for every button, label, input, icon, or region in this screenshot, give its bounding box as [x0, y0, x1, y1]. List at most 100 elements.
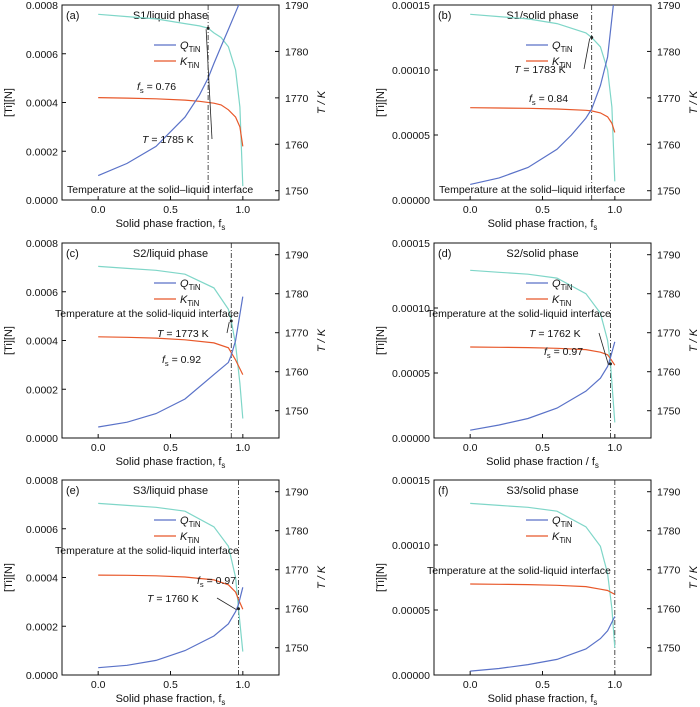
y-tick-label: 0.0000: [26, 670, 58, 682]
series-line-k: [98, 574, 244, 610]
symbol: Q: [552, 278, 561, 290]
series-line-q: [470, 616, 616, 672]
y2-axis-label: T / K: [316, 90, 328, 114]
x-tick-label: 0.5: [535, 679, 550, 691]
y2-axis-label: T / K: [316, 328, 328, 352]
x-axis-label-sub: s: [593, 698, 597, 707]
annotation: Temperature at the solid–liquid interfac…: [439, 184, 625, 196]
x-tick-label: 0.0: [91, 442, 106, 454]
symbol: K: [552, 294, 560, 306]
legend-entry: KTiN: [552, 294, 572, 308]
annotation: T = 1762 K: [529, 328, 581, 340]
y-tick-label: 0.0000: [26, 433, 58, 445]
value-text: = 1760 K: [153, 593, 198, 605]
y-tick-label: 0.0002: [26, 621, 58, 633]
value-text: = 0.92: [169, 354, 202, 366]
y2-tick-label: 1750: [657, 186, 681, 198]
subscript: TiN: [189, 45, 201, 54]
y2-tick-label: 1780: [657, 46, 681, 58]
y2-axis-label: T / K: [688, 90, 700, 114]
y2-tick-label: 1780: [285, 46, 309, 58]
x-tick-label: 1.0: [236, 679, 251, 691]
value-text: = 0.84: [536, 93, 569, 105]
legend-entry: QTiN: [552, 40, 573, 54]
y-tick-label: 0.0008: [26, 475, 58, 487]
y2-axis-label: T / K: [688, 328, 700, 352]
y-axis-label: [Ti][N]: [3, 326, 15, 355]
panel-label: (a): [66, 10, 79, 22]
symbol: Q: [180, 40, 189, 52]
series-line-q: [98, 296, 244, 428]
symbol: f: [137, 81, 141, 93]
legend-entry: QTiN: [180, 278, 201, 292]
annotation: T = 1785 K: [142, 134, 194, 146]
plot-frame: [61, 4, 280, 201]
y-tick-label: 0.00005: [392, 130, 430, 142]
panel-label: (f): [438, 485, 448, 497]
x-axis-label: Solid phase fraction, fs: [116, 456, 226, 470]
plot-frame: [433, 242, 652, 439]
y2-tick-label: 1790: [657, 250, 681, 262]
panel-title: S3/solid phase: [506, 485, 578, 497]
panel-label: (b): [438, 10, 451, 22]
subscript: TiN: [187, 536, 199, 545]
annotation-arrow: [216, 597, 237, 611]
y-tick-label: 0.00000: [392, 195, 430, 207]
x-tick-label: 0.5: [163, 679, 178, 691]
annotation: T = 1773 K: [157, 328, 209, 340]
x-tick-label: 1.0: [608, 442, 623, 454]
symbol: Q: [180, 278, 189, 290]
series-line-k: [470, 583, 616, 595]
x-axis-label-sub: s: [221, 698, 225, 707]
y2-tick-label: 1790: [285, 487, 309, 499]
y2-tick-label: 1760: [657, 367, 681, 379]
x-tick-label: 0.5: [535, 442, 550, 454]
value-text: = 0.76: [144, 81, 177, 93]
annotation: Temperature at the solid-liquid interfac…: [427, 565, 611, 577]
legend-entry: QTiN: [552, 515, 573, 529]
symbol: f: [162, 354, 166, 366]
annotation-text: Temperature at the solid-liquid interfac…: [55, 308, 239, 320]
annotation: fs = 0.76: [137, 81, 176, 95]
y-tick-label: 0.00010: [392, 65, 430, 77]
series-line-t: [98, 13, 244, 187]
panel-title: S1/solid phase: [506, 10, 578, 22]
y-tick-label: 0.0004: [26, 98, 58, 110]
annotation: fs = 0.92: [162, 354, 201, 368]
series-line-q: [97, 5, 240, 177]
x-tick-label: 1.0: [608, 204, 623, 216]
series-group: [98, 243, 244, 438]
panel-title: S2/solid phase: [506, 248, 578, 260]
legend-entry: QTiN: [180, 40, 201, 54]
series-group: [470, 480, 616, 675]
legend-entry: KTiN: [180, 531, 200, 545]
y-tick-label: 0.00005: [392, 368, 430, 380]
series-line-k: [98, 336, 244, 375]
x-tick-label: 0.5: [163, 442, 178, 454]
x-tick-label: 1.0: [236, 442, 251, 454]
y2-tick-label: 1780: [657, 289, 681, 301]
y2-tick-label: 1750: [657, 643, 681, 655]
panel-title: S1/liquid phase: [133, 10, 208, 22]
subscript: TiN: [187, 61, 199, 70]
symbol: f: [529, 93, 533, 105]
series-line-q: [470, 5, 614, 185]
y-tick-label: 0.00015: [392, 0, 430, 12]
subscript: TiN: [559, 536, 571, 545]
subscript: TiN: [561, 520, 573, 529]
symbol: Q: [552, 40, 561, 52]
subscript: s: [165, 359, 169, 368]
annotation: fs = 0.97: [197, 575, 236, 589]
annotation: Temperature at the solid-liquid interfac…: [55, 308, 239, 320]
y-tick-label: 0.00010: [392, 540, 430, 552]
annotation-text: Temperature at the solid–liquid interfac…: [439, 184, 625, 196]
y2-tick-label: 1770: [285, 328, 309, 340]
y2-tick-label: 1790: [657, 487, 681, 499]
y2-axis-label: T / K: [688, 565, 700, 589]
y-tick-label: 0.00000: [392, 670, 430, 682]
y2-tick-label: 1780: [657, 526, 681, 538]
annotation-arrow: [226, 321, 230, 334]
subscript: s: [140, 86, 144, 95]
symbol: T: [157, 328, 165, 340]
annotation-text: Temperature at the solid–liquid interfac…: [67, 184, 253, 196]
